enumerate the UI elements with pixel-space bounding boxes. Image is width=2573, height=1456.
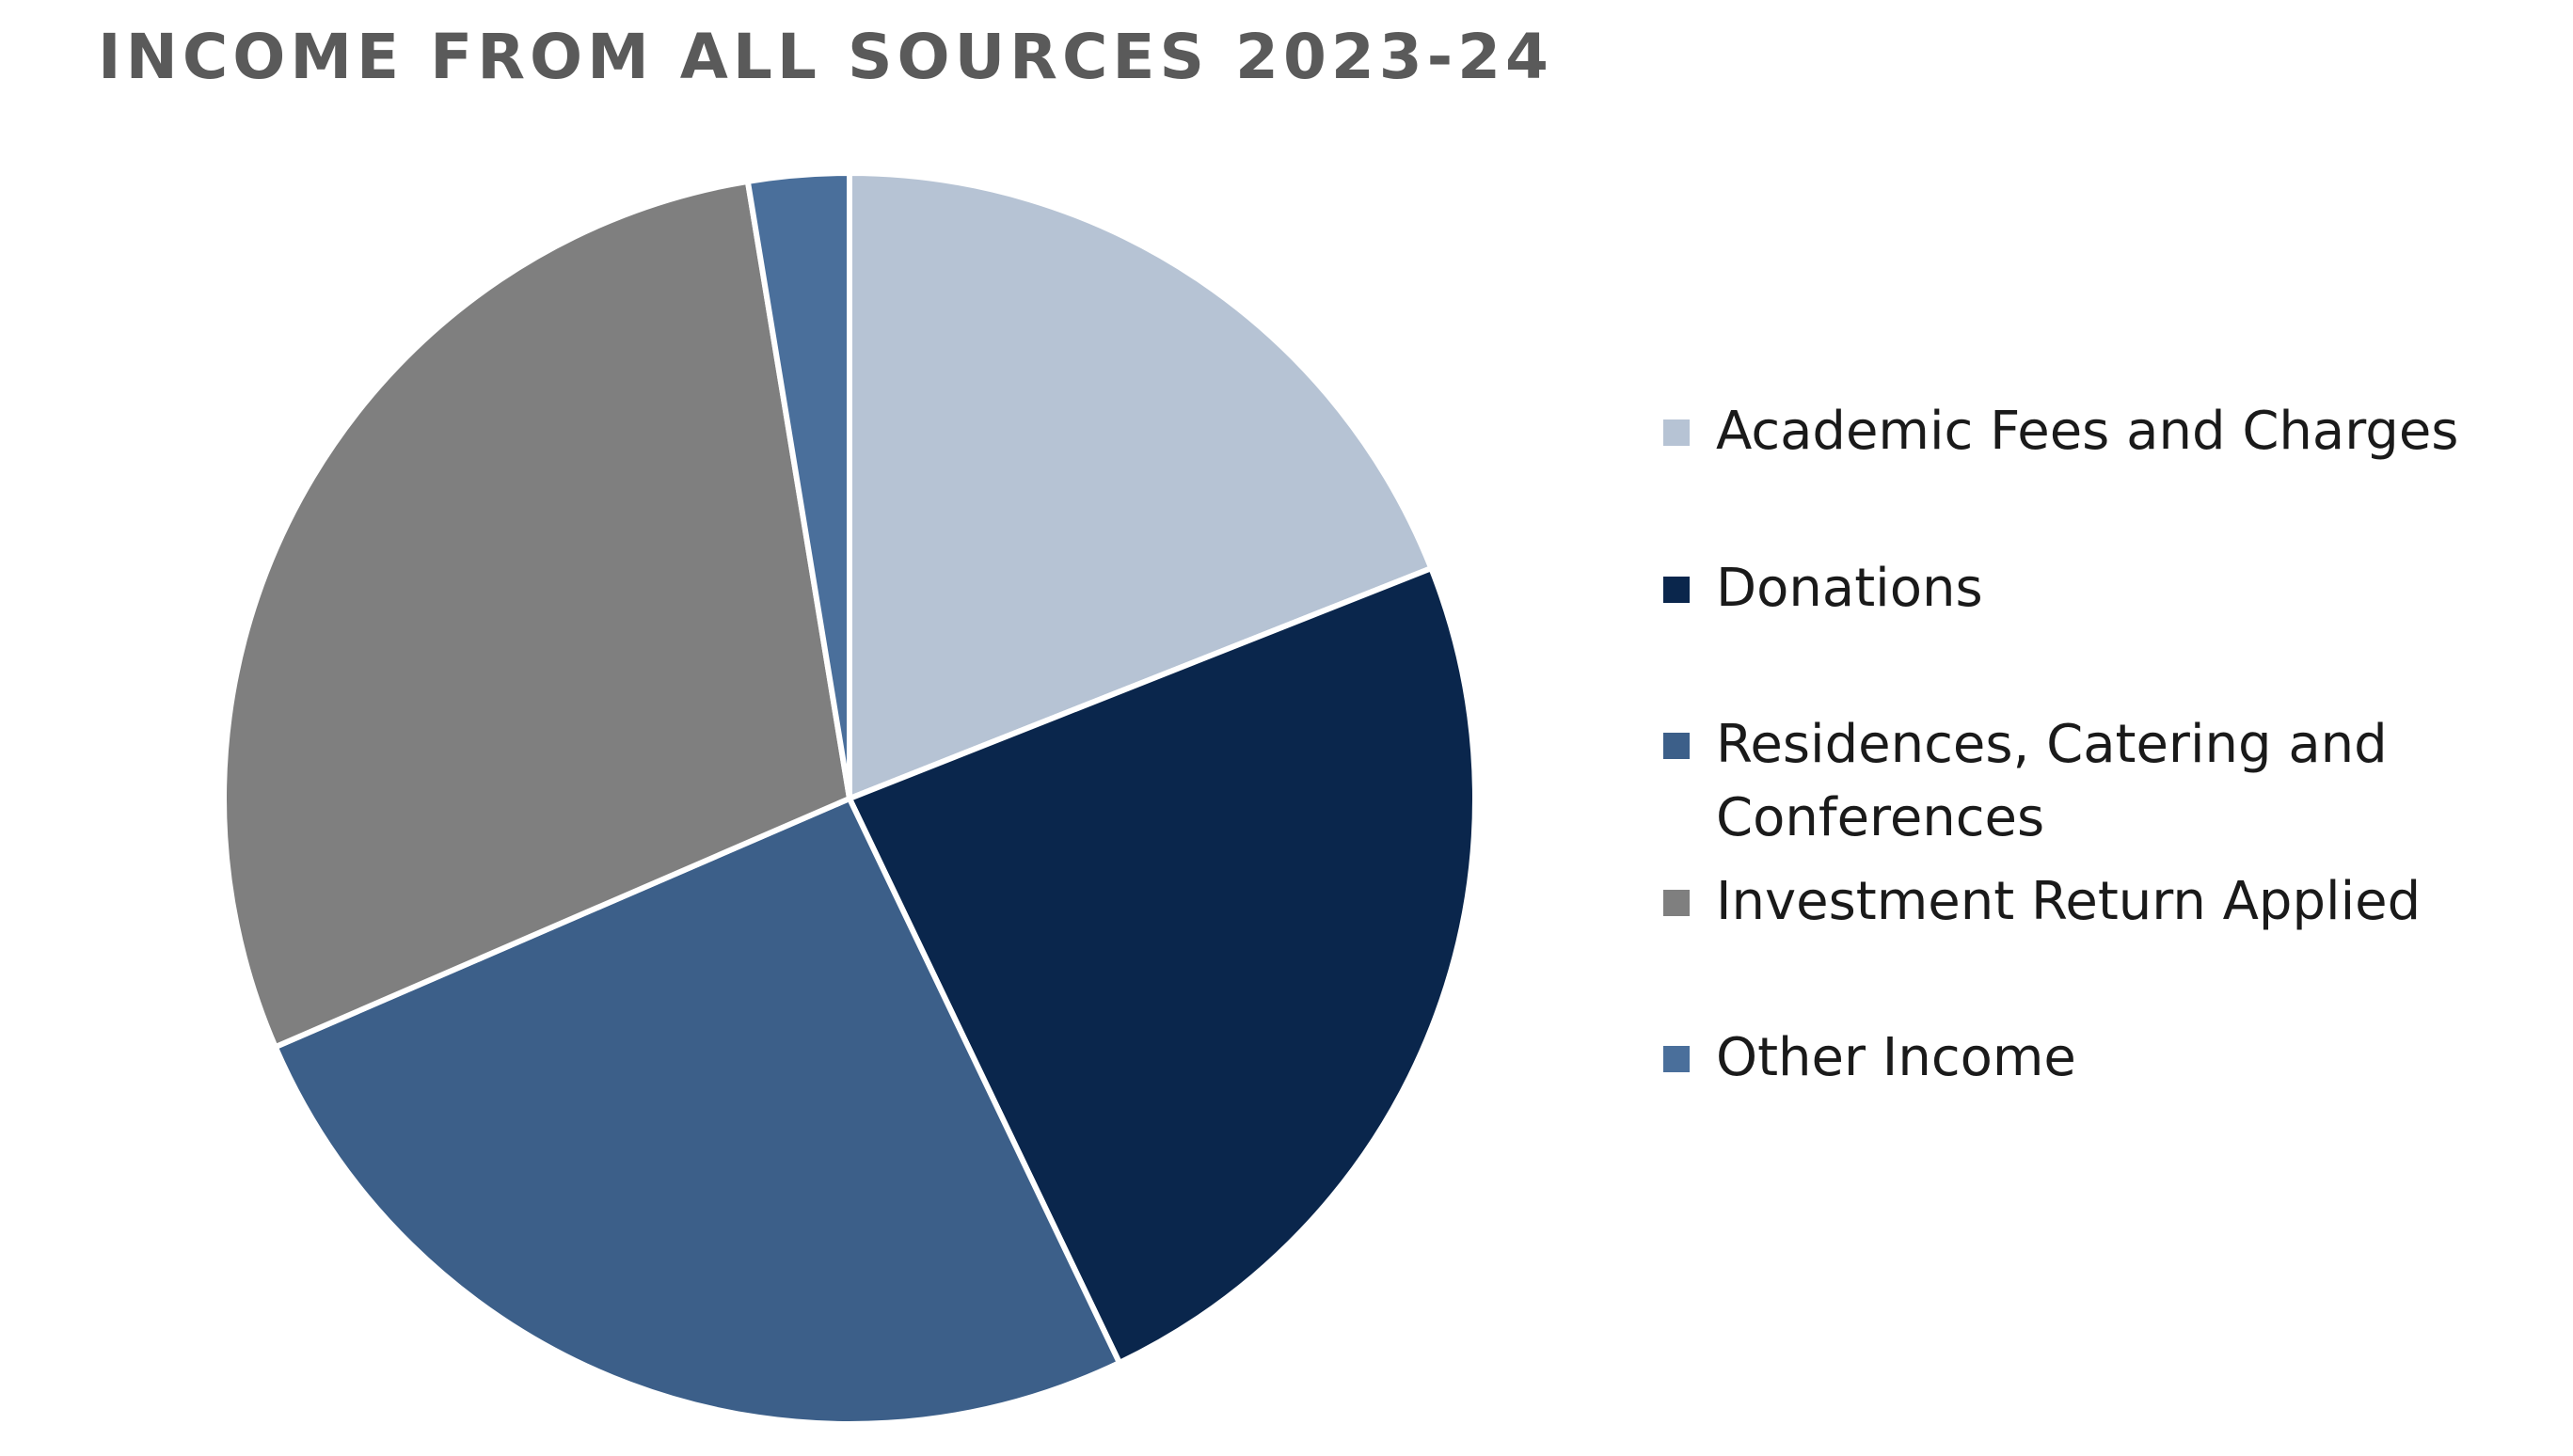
legend-item-investment-return: Investment Return Applied — [1663, 865, 2544, 939]
legend: Academic Fees and Charges Donations Resi… — [1663, 0, 2566, 1456]
legend-swatch-investment-return — [1663, 890, 1690, 916]
legend-label-other-income: Other Income — [1716, 1027, 2076, 1088]
legend-label-residences: Residences, Catering and Conferences — [1716, 714, 2388, 848]
pie-slice-investment-return — [221, 178, 852, 1051]
pie-slices — [221, 170, 1478, 1427]
pie-slice-donations — [847, 565, 1478, 1366]
legend-swatch-residences — [1663, 733, 1690, 759]
legend-item-residences: Residences, Catering and Conferences — [1663, 708, 2544, 855]
legend-swatch-other-income — [1663, 1046, 1690, 1072]
chart-title: INCOME FROM ALL SOURCES 2023-24 — [98, 21, 1553, 93]
pie-slice-residences — [272, 796, 1122, 1427]
legend-item-other-income: Other Income — [1663, 1021, 2544, 1095]
pie-slice-academic-fees — [847, 170, 1435, 801]
legend-item-academic-fees: Academic Fees and Charges — [1663, 395, 2544, 468]
pie-slice-other-income — [744, 170, 852, 801]
legend-label-investment-return: Investment Return Applied — [1716, 871, 2422, 932]
legend-swatch-academic-fees — [1663, 419, 1690, 446]
legend-label-donations: Donations — [1716, 558, 1983, 619]
pie-chart — [221, 170, 1478, 1427]
legend-swatch-donations — [1663, 577, 1690, 603]
legend-item-donations: Donations — [1663, 552, 2544, 625]
legend-label-academic-fees: Academic Fees and Charges — [1716, 401, 2459, 462]
